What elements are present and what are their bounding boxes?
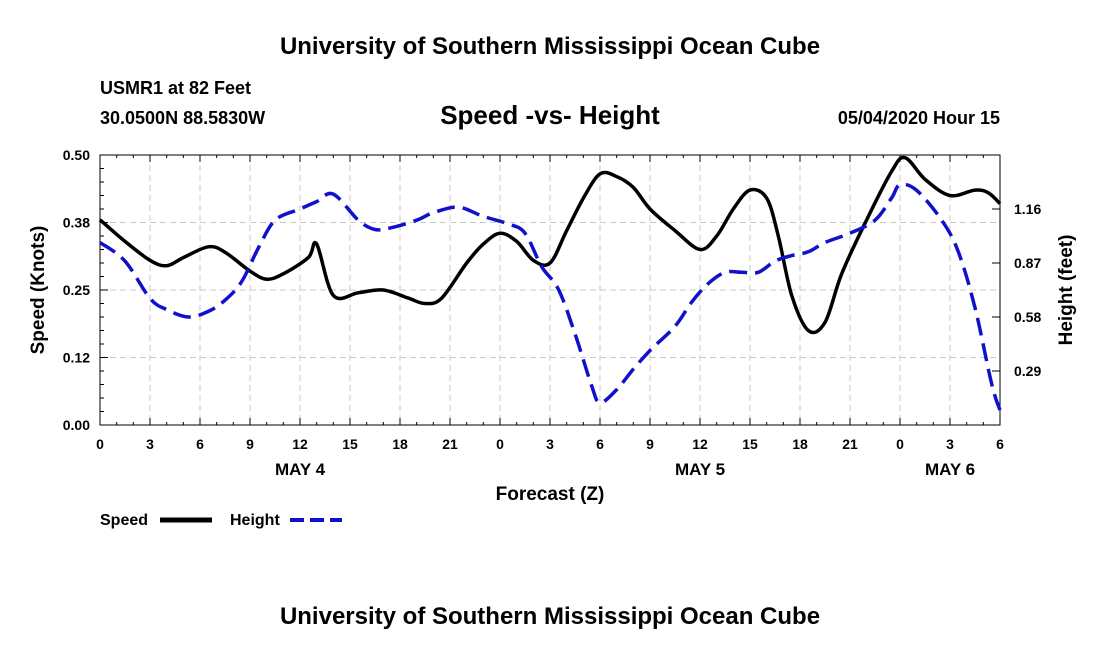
x-tick-label: 9 <box>246 436 254 452</box>
title-bottom: University of Southern Mississippi Ocean… <box>280 603 820 630</box>
y-axis-left-label: Speed (Knots) <box>28 226 49 355</box>
x-tick-label: 21 <box>442 436 458 452</box>
height-series-line <box>98 182 1002 411</box>
legend: Speed Height <box>100 512 342 529</box>
x-tick-label: 6 <box>196 436 204 452</box>
coords-label: 30.0500N 88.5830W <box>100 108 265 128</box>
title-top: University of Southern Mississippi Ocean… <box>280 33 820 60</box>
x-tick-label: 21 <box>842 436 858 452</box>
x-axis-label: Forecast (Z) <box>496 484 605 505</box>
date-label: MAY 6 <box>925 460 975 479</box>
x-tick-label: 0 <box>496 436 504 452</box>
run-time-label: 05/04/2020 Hour 15 <box>838 108 1000 128</box>
x-tick-label: 12 <box>692 436 708 452</box>
x-tick-label: 15 <box>742 436 758 452</box>
series-lines <box>98 155 1002 411</box>
x-tick-label: 12 <box>292 436 308 452</box>
date-label: MAY 4 <box>275 460 326 479</box>
y-left-tick-label: 0.38 <box>63 215 90 231</box>
x-tick-label: 0 <box>96 436 104 452</box>
legend-height-label: Height <box>230 512 280 529</box>
y-right-tick-label: 0.87 <box>1014 255 1041 271</box>
x-tick-label: 6 <box>996 436 1004 452</box>
x-tick-label: 6 <box>596 436 604 452</box>
y-right-tick-label: 0.29 <box>1014 363 1041 379</box>
y-right-tick-label: 0.58 <box>1014 309 1041 325</box>
date-label: MAY 5 <box>675 460 725 479</box>
x-tick-label: 18 <box>792 436 808 452</box>
y-axis-right-label: Height (feet) <box>1056 235 1077 346</box>
legend-speed-label: Speed <box>100 512 148 529</box>
y-left-tick-label: 0.12 <box>63 350 90 366</box>
y-right-tick-label: 1.16 <box>1014 201 1041 217</box>
x-tick-label: 3 <box>946 436 954 452</box>
x-tick-label: 3 <box>146 436 154 452</box>
y-left-tick-label: 0.50 <box>63 147 90 163</box>
y-left-tick-label: 0.25 <box>63 282 90 298</box>
grid <box>100 155 1000 425</box>
speed-series-line <box>98 155 1002 335</box>
x-tick-label: 18 <box>392 436 408 452</box>
x-tick-label: 3 <box>546 436 554 452</box>
axis-ticks: 0 3 6 9 12 15 18 21 0 3 6 9 12 15 18 21 0 3 6 MAY 4 MAY 5 MAY… <box>63 147 1042 479</box>
x-tick-label: 9 <box>646 436 654 452</box>
chart-title: Speed -vs- Height <box>440 100 660 130</box>
x-tick-label: 0 <box>896 436 904 452</box>
station-label: USMR1 at 82 Feet <box>100 78 251 98</box>
y-left-tick-label: 0.00 <box>63 417 90 433</box>
x-tick-label: 15 <box>342 436 358 452</box>
